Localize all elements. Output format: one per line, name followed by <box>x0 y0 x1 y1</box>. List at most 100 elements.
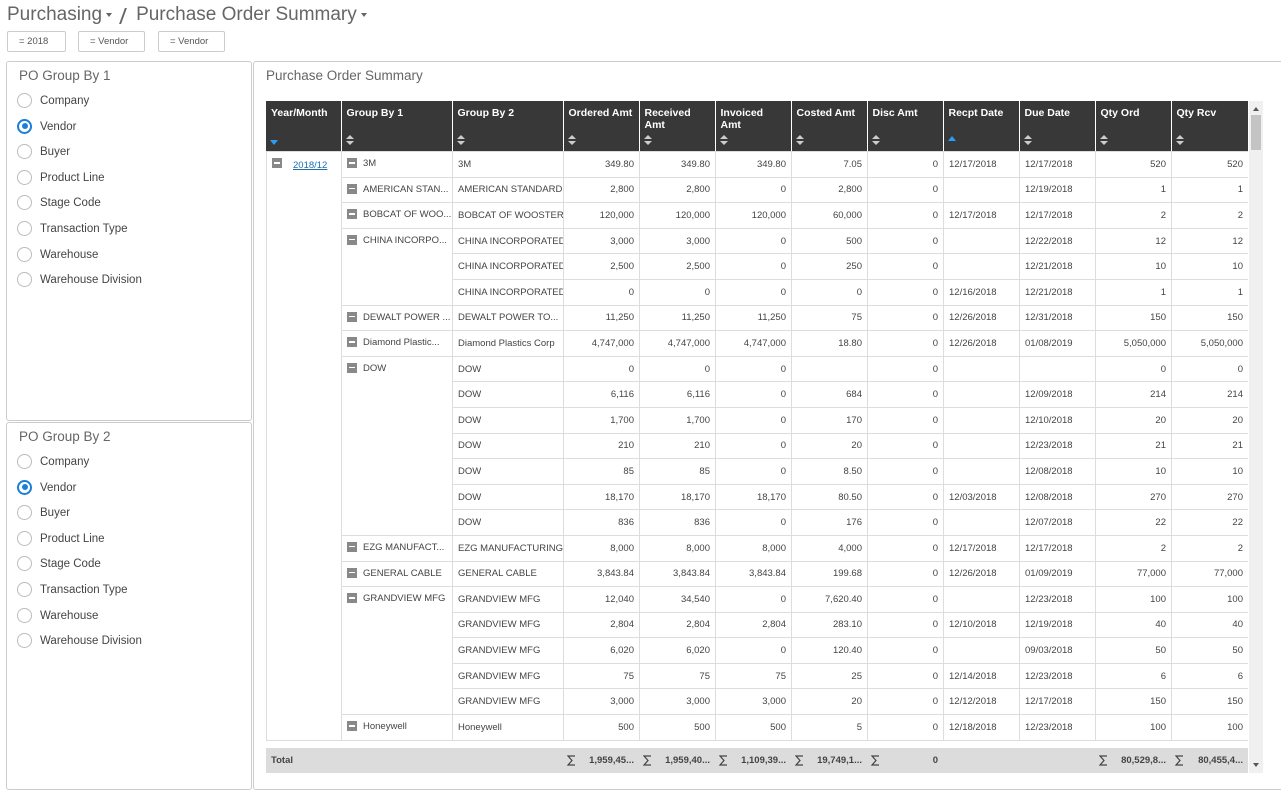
collapse-button[interactable] <box>347 362 357 373</box>
column-header[interactable]: Costed Amt <box>791 101 868 151</box>
column-header[interactable]: Recpt Date <box>943 101 1020 151</box>
radio-button[interactable] <box>17 118 32 134</box>
radio-button[interactable] <box>17 246 32 262</box>
cell: 85 <box>563 458 640 485</box>
column-title: Due Date <box>1024 107 1071 119</box>
sort-icon[interactable] <box>345 134 354 146</box>
sort-icon[interactable] <box>719 134 728 146</box>
collapse-button[interactable] <box>347 541 357 552</box>
filter-chip[interactable]: = 2018 <box>7 31 66 52</box>
radio-button[interactable] <box>17 272 32 288</box>
cell: 3,843.84 <box>715 560 792 588</box>
cell: 6 <box>1095 662 1172 690</box>
cell: 349.80 <box>639 151 716 178</box>
module-menu[interactable]: Purchasing <box>7 4 120 25</box>
column-header[interactable]: Invoiced Amt <box>715 101 792 151</box>
radio-button[interactable] <box>17 221 32 236</box>
cell: 0 <box>867 432 944 460</box>
column-header[interactable]: Ordered Amt <box>563 101 640 151</box>
page-menu[interactable]: Purchase Order Summary <box>136 4 375 25</box>
sort-icon[interactable] <box>1023 134 1032 146</box>
cell: 40 <box>1095 611 1172 639</box>
column-header[interactable]: Group By 1 <box>341 101 453 151</box>
cell: 0 <box>867 330 944 357</box>
radio-button[interactable] <box>17 169 32 185</box>
collapse-button[interactable] <box>347 209 357 220</box>
cell <box>943 586 1020 613</box>
cell: 120,000 <box>715 202 792 229</box>
collapse-button[interactable] <box>347 721 357 732</box>
cell: 0 <box>715 406 792 434</box>
cell: 349.80 <box>563 151 640 178</box>
grid-row: GRANDVIEW MFG GRANDVIEW MFG 12,040 34,540 0 7… <box>267 586 1248 716</box>
collapse-button[interactable] <box>347 593 357 604</box>
cell: 349.80 <box>715 151 792 178</box>
group-1-cell: 3M <box>341 151 453 178</box>
grid-row: CHINA INCORPO... CHINA INCORPORATED 3,000 3… <box>267 227 1248 306</box>
cell: 0 <box>867 688 944 716</box>
radio-button[interactable] <box>17 556 32 572</box>
radio-button[interactable] <box>17 93 32 108</box>
sort-icon[interactable] <box>947 134 956 146</box>
cell: 8,000 <box>639 534 716 562</box>
cell: 50 <box>1171 637 1248 664</box>
year-month-link[interactable]: 2018/12 <box>293 160 328 171</box>
cell: 8,000 <box>715 534 792 562</box>
collapse-button[interactable] <box>347 567 357 578</box>
group-1-name: 3M <box>363 158 377 169</box>
sort-icon[interactable] <box>270 134 278 146</box>
collapse-button[interactable] <box>272 158 282 168</box>
collapse-button[interactable] <box>347 158 357 168</box>
column-title: Ordered Amt <box>568 107 633 119</box>
column-header[interactable]: Year/Month <box>266 101 342 151</box>
group-1-cell: CHINA INCORPO... <box>341 227 453 306</box>
collapse-button[interactable] <box>347 183 357 194</box>
radio-button[interactable] <box>17 582 32 597</box>
sort-icon[interactable] <box>643 134 652 146</box>
cell: DOW <box>452 483 564 511</box>
radio-label: Warehouse <box>40 248 99 261</box>
column-header[interactable]: Qty Rcv <box>1171 101 1249 151</box>
cell: 500 <box>563 714 640 741</box>
sort-icon[interactable] <box>795 134 804 146</box>
collapse-button[interactable] <box>347 337 357 348</box>
cell: DOW <box>452 406 564 434</box>
year-month-cell: 2018/12 <box>266 151 342 741</box>
panel-title: Purchase Order Summary <box>266 68 423 83</box>
column-header[interactable]: Received Amt <box>639 101 716 151</box>
cell: 0 <box>715 637 792 664</box>
column-header[interactable]: Disc Amt <box>867 101 944 151</box>
radio-button[interactable] <box>17 633 32 649</box>
cell: 77,000 <box>1095 560 1172 588</box>
cell: 75 <box>639 662 716 690</box>
cell: 12/14/2018 <box>943 662 1020 690</box>
cell: 3M <box>452 151 564 178</box>
radio-button[interactable] <box>17 195 32 211</box>
filter-chip[interactable]: = Vendor <box>158 31 225 52</box>
filter-chip[interactable]: = Vendor <box>78 31 145 52</box>
cell: 684 <box>791 381 868 408</box>
cell: 18,170 <box>563 483 640 511</box>
column-header[interactable]: Due Date <box>1019 101 1096 151</box>
collapse-button[interactable] <box>347 234 357 245</box>
column-header[interactable]: Qty Ord <box>1095 101 1172 151</box>
cell: 500 <box>791 227 868 255</box>
sort-icon[interactable] <box>1175 134 1184 146</box>
sort-icon[interactable] <box>567 134 576 146</box>
radio-button[interactable] <box>17 505 32 521</box>
scrollbar[interactable] <box>1249 101 1263 773</box>
sort-icon[interactable] <box>871 134 880 146</box>
radio-button[interactable] <box>17 530 32 546</box>
column-header[interactable]: Group By 2 <box>452 101 564 151</box>
radio-button[interactable] <box>17 607 32 623</box>
radio-button[interactable] <box>17 144 32 160</box>
collapse-button[interactable] <box>347 311 357 322</box>
radio-button[interactable] <box>17 479 32 495</box>
sort-icon[interactable] <box>456 134 465 146</box>
panel-title: PO Group By 1 <box>19 68 111 83</box>
cell: 0 <box>715 381 792 408</box>
cell: 5,050,000 <box>1171 330 1248 357</box>
radio-button[interactable] <box>17 454 32 469</box>
sort-icon[interactable] <box>1099 134 1108 146</box>
cell: 12/19/2018 <box>1019 176 1096 204</box>
